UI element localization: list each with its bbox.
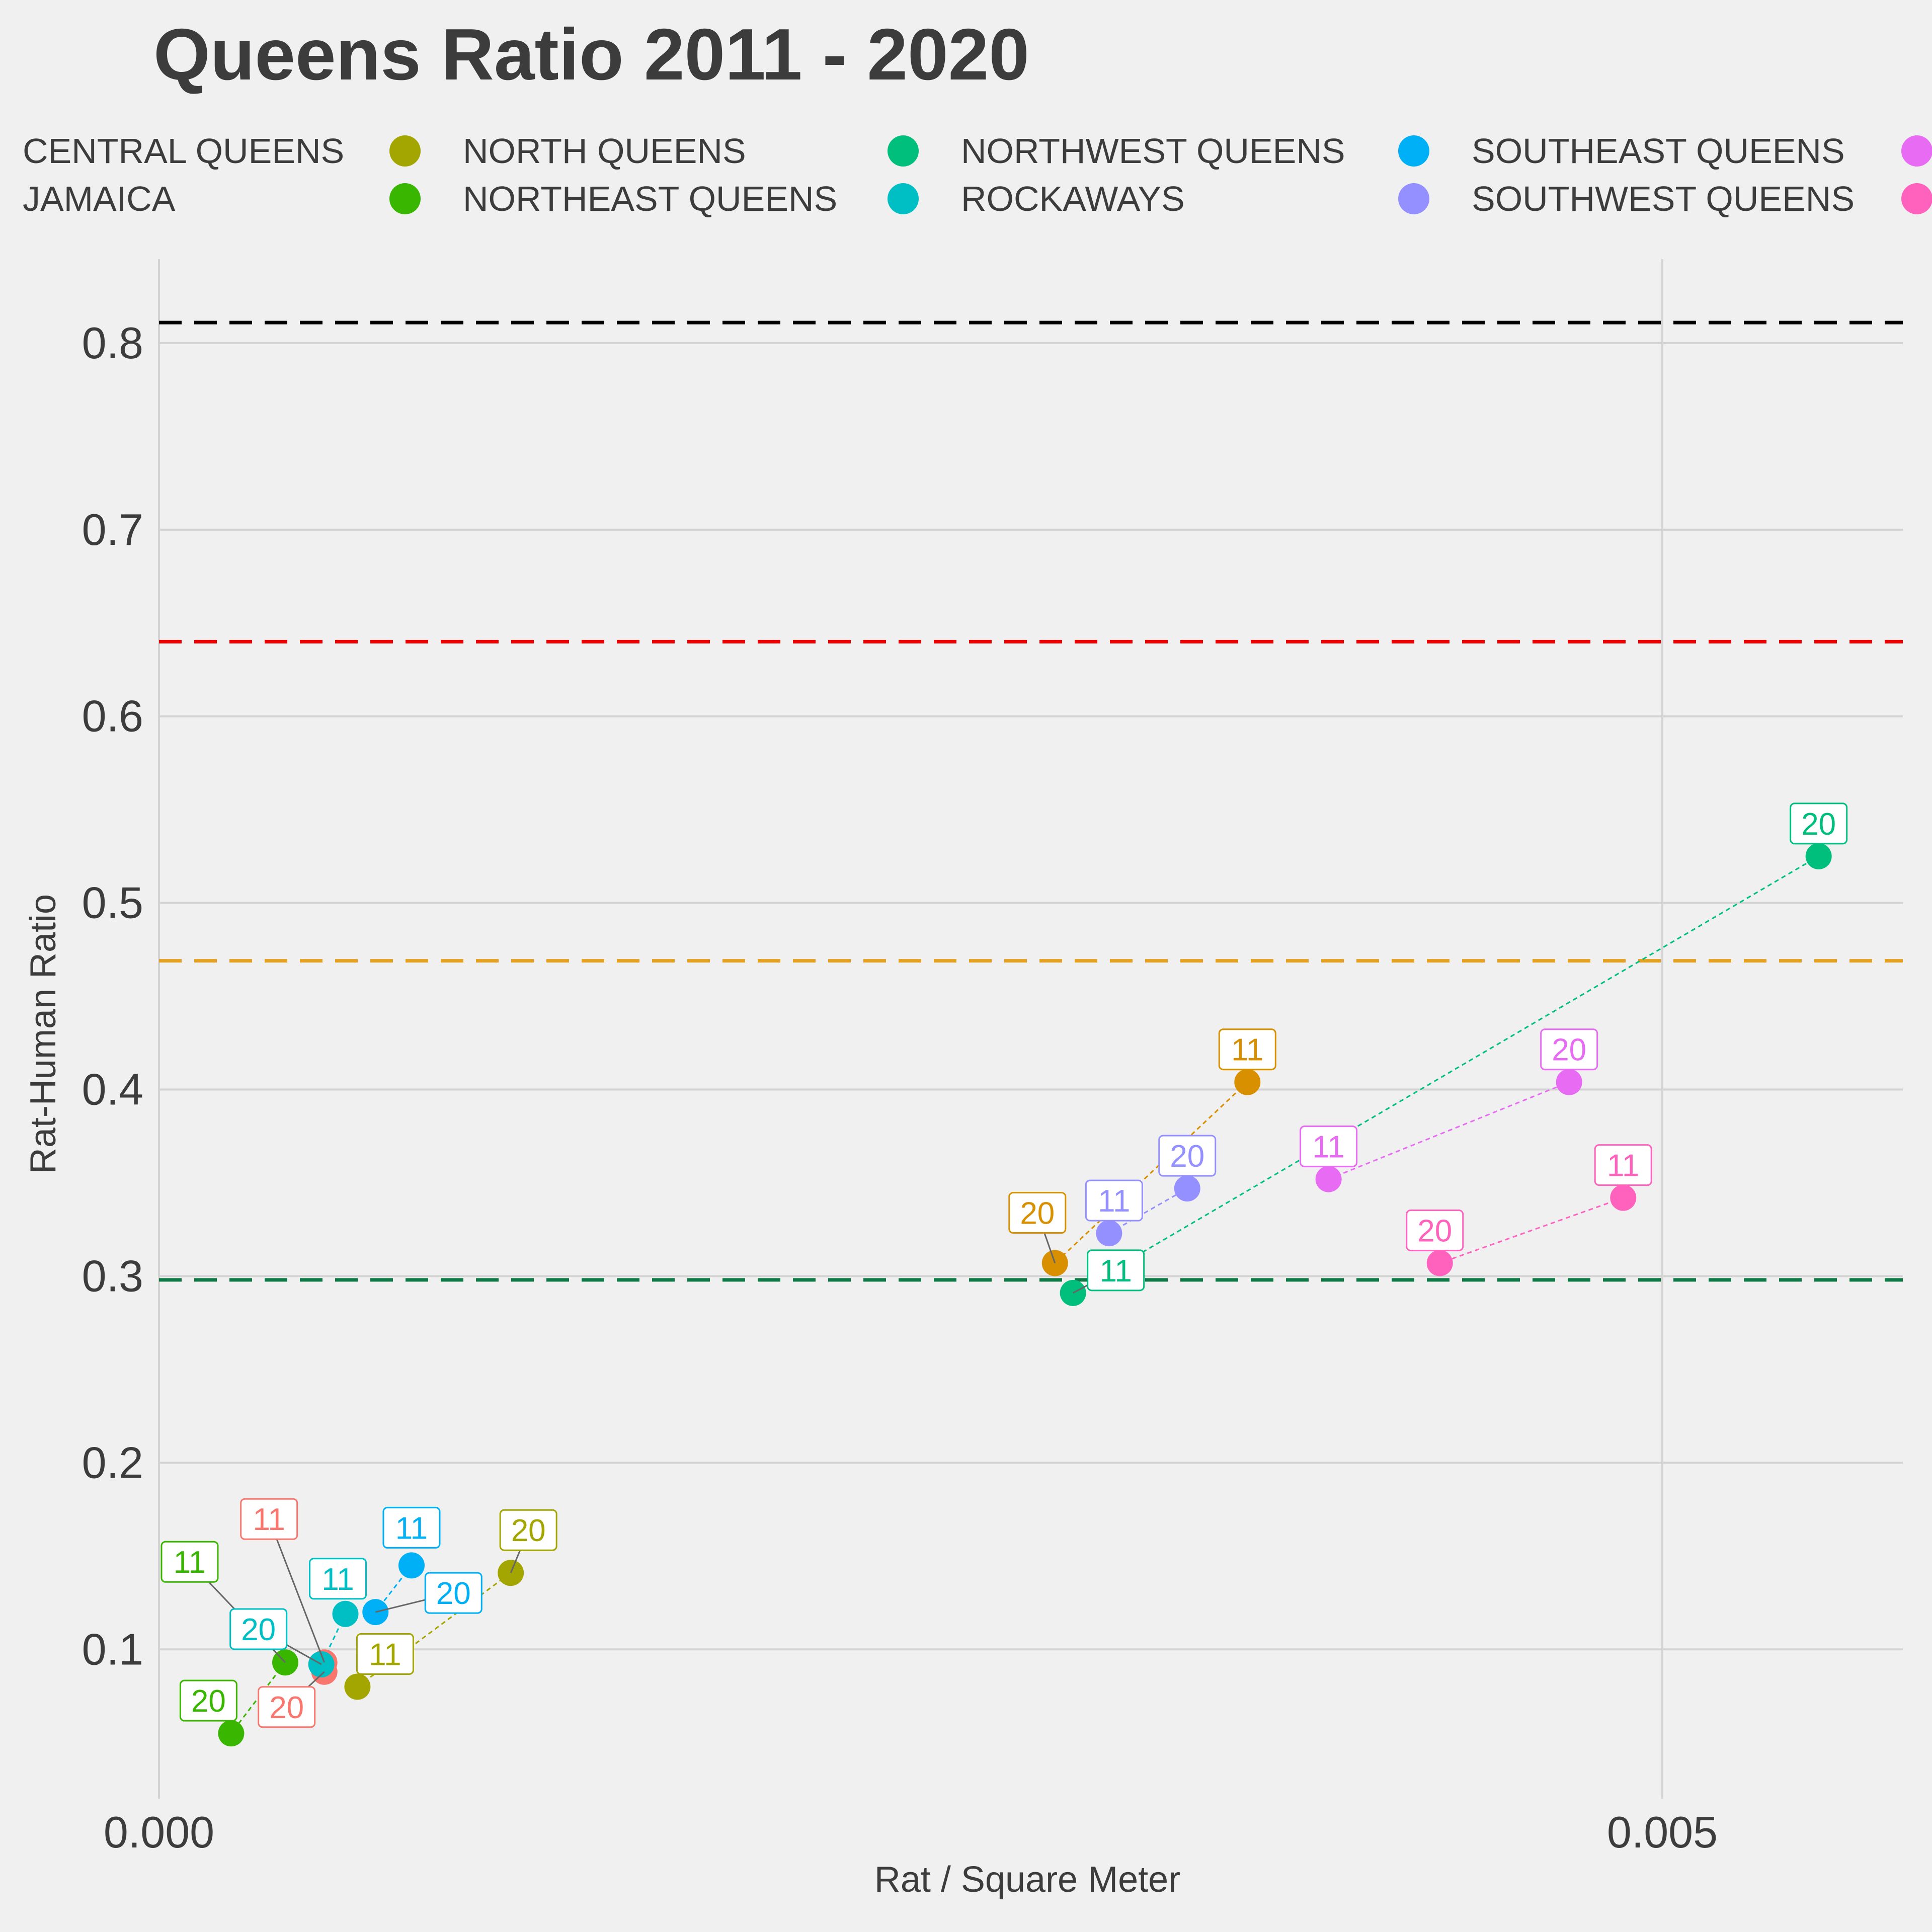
y-axis-label: Rat-Human Ratio (23, 894, 63, 1174)
y-tick-label: 0.7 (82, 505, 143, 554)
reference-lines (159, 320, 1903, 1282)
label-box (499, 1509, 557, 1551)
data-point (1610, 1184, 1637, 1211)
y-tick-label: 0.6 (82, 691, 143, 741)
series-line (1439, 1197, 1624, 1264)
data-label: 11 (174, 1545, 206, 1580)
label-box (1406, 1209, 1464, 1251)
label-leader (268, 1518, 326, 1663)
series-line (1072, 855, 1819, 1294)
data-label: 20 (1417, 1214, 1452, 1248)
label-box (309, 1558, 367, 1600)
label-box (1087, 1249, 1145, 1292)
legend-label: NORTHWEST QUEENS (961, 131, 1345, 171)
data-label: 20 (1170, 1139, 1204, 1174)
label-box (1085, 1179, 1143, 1222)
legend-label: JAMAICA (23, 179, 176, 218)
data-label: 20 (191, 1684, 226, 1719)
legend-label: NORTH QUEENS (463, 131, 746, 171)
y-tick-label: 0.3 (82, 1251, 143, 1301)
legend-key (1901, 183, 1932, 214)
series-line (1054, 1081, 1248, 1264)
legend-label: ROCKAWAYS (961, 179, 1185, 218)
label-box (258, 1686, 316, 1728)
chart-title: Queens Ratio 2011 - 2020 (153, 14, 1029, 95)
x-tick-label: 0.000 (104, 1807, 214, 1857)
series-line (1328, 1081, 1570, 1180)
label-box (229, 1608, 288, 1650)
data-label: 11 (1098, 1184, 1130, 1219)
y-tick-label: 0.5 (82, 878, 143, 928)
data-point (1805, 843, 1832, 869)
y-tick-label: 0.4 (82, 1065, 143, 1114)
legend-label: SOUTHWEST QUEENS (1472, 179, 1855, 218)
label-box (356, 1633, 414, 1675)
x-tick-label: 0.005 (1607, 1807, 1718, 1857)
data-label: 20 (1801, 807, 1836, 842)
data-label: 11 (321, 1562, 354, 1597)
grid (158, 259, 1903, 1799)
label-box (1008, 1191, 1067, 1234)
legend-label: SOUTHEAST QUEENS (1472, 131, 1845, 171)
legend-key (1901, 135, 1932, 167)
label-box (1300, 1125, 1358, 1168)
data-point (1096, 1220, 1122, 1247)
x-axis-label: Rat / Square Meter (874, 1860, 1180, 1900)
data-label: 11 (1099, 1254, 1132, 1289)
data-point (218, 1720, 245, 1747)
axes: 0.1 0.2 0.3 0.4 0.5 0.6 0.7 0.8 0.000 0.005 (82, 318, 1718, 1857)
data-point (1426, 1250, 1453, 1276)
data-point (498, 1560, 524, 1586)
legend-key (888, 135, 919, 167)
label-box (1218, 1028, 1276, 1071)
label-box (1540, 1028, 1598, 1071)
data-label: 11 (395, 1511, 428, 1546)
data-point (332, 1600, 359, 1627)
data-label: 11 (369, 1637, 401, 1672)
data-point (1174, 1175, 1200, 1202)
legend-key (1398, 135, 1429, 167)
legend: CENTRAL QUEENS JAMAICA NORTH QUEENS NORTHEA… (23, 131, 1932, 218)
y-tick-label: 0.1 (82, 1624, 143, 1674)
label-box (382, 1506, 441, 1549)
label-box (179, 1679, 237, 1722)
data-point (398, 1552, 425, 1579)
legend-key (888, 183, 919, 214)
data-label: 11 (1312, 1130, 1344, 1165)
legend-key (389, 183, 421, 214)
label-box (1594, 1144, 1652, 1186)
legend-label: NORTHEAST QUEENS (463, 179, 837, 218)
legend-key (389, 135, 421, 167)
data-point (1556, 1069, 1582, 1095)
data-label: 20 (241, 1613, 276, 1647)
data-label: 20 (1020, 1196, 1055, 1231)
data-label: 20 (511, 1513, 546, 1548)
data-label: 11 (253, 1502, 285, 1537)
data-label: 20 (1552, 1033, 1586, 1068)
data-label: 20 (436, 1576, 471, 1611)
legend-key (1398, 183, 1429, 214)
data-point (1234, 1069, 1261, 1095)
y-tick-label: 0.2 (82, 1437, 143, 1487)
label-box (160, 1541, 219, 1583)
data-label: 20 (269, 1691, 304, 1725)
data-point (1315, 1166, 1342, 1192)
data-label: 11 (1231, 1033, 1263, 1068)
y-tick-label: 0.8 (82, 318, 143, 368)
legend-label: CENTRAL QUEENS (23, 131, 344, 171)
label-box (424, 1572, 482, 1614)
data-label: 11 (1607, 1149, 1639, 1183)
series-line (1108, 1187, 1188, 1234)
label-box (1158, 1135, 1217, 1177)
data-point (344, 1673, 371, 1700)
label-box (1790, 802, 1848, 845)
label-box (240, 1498, 298, 1540)
